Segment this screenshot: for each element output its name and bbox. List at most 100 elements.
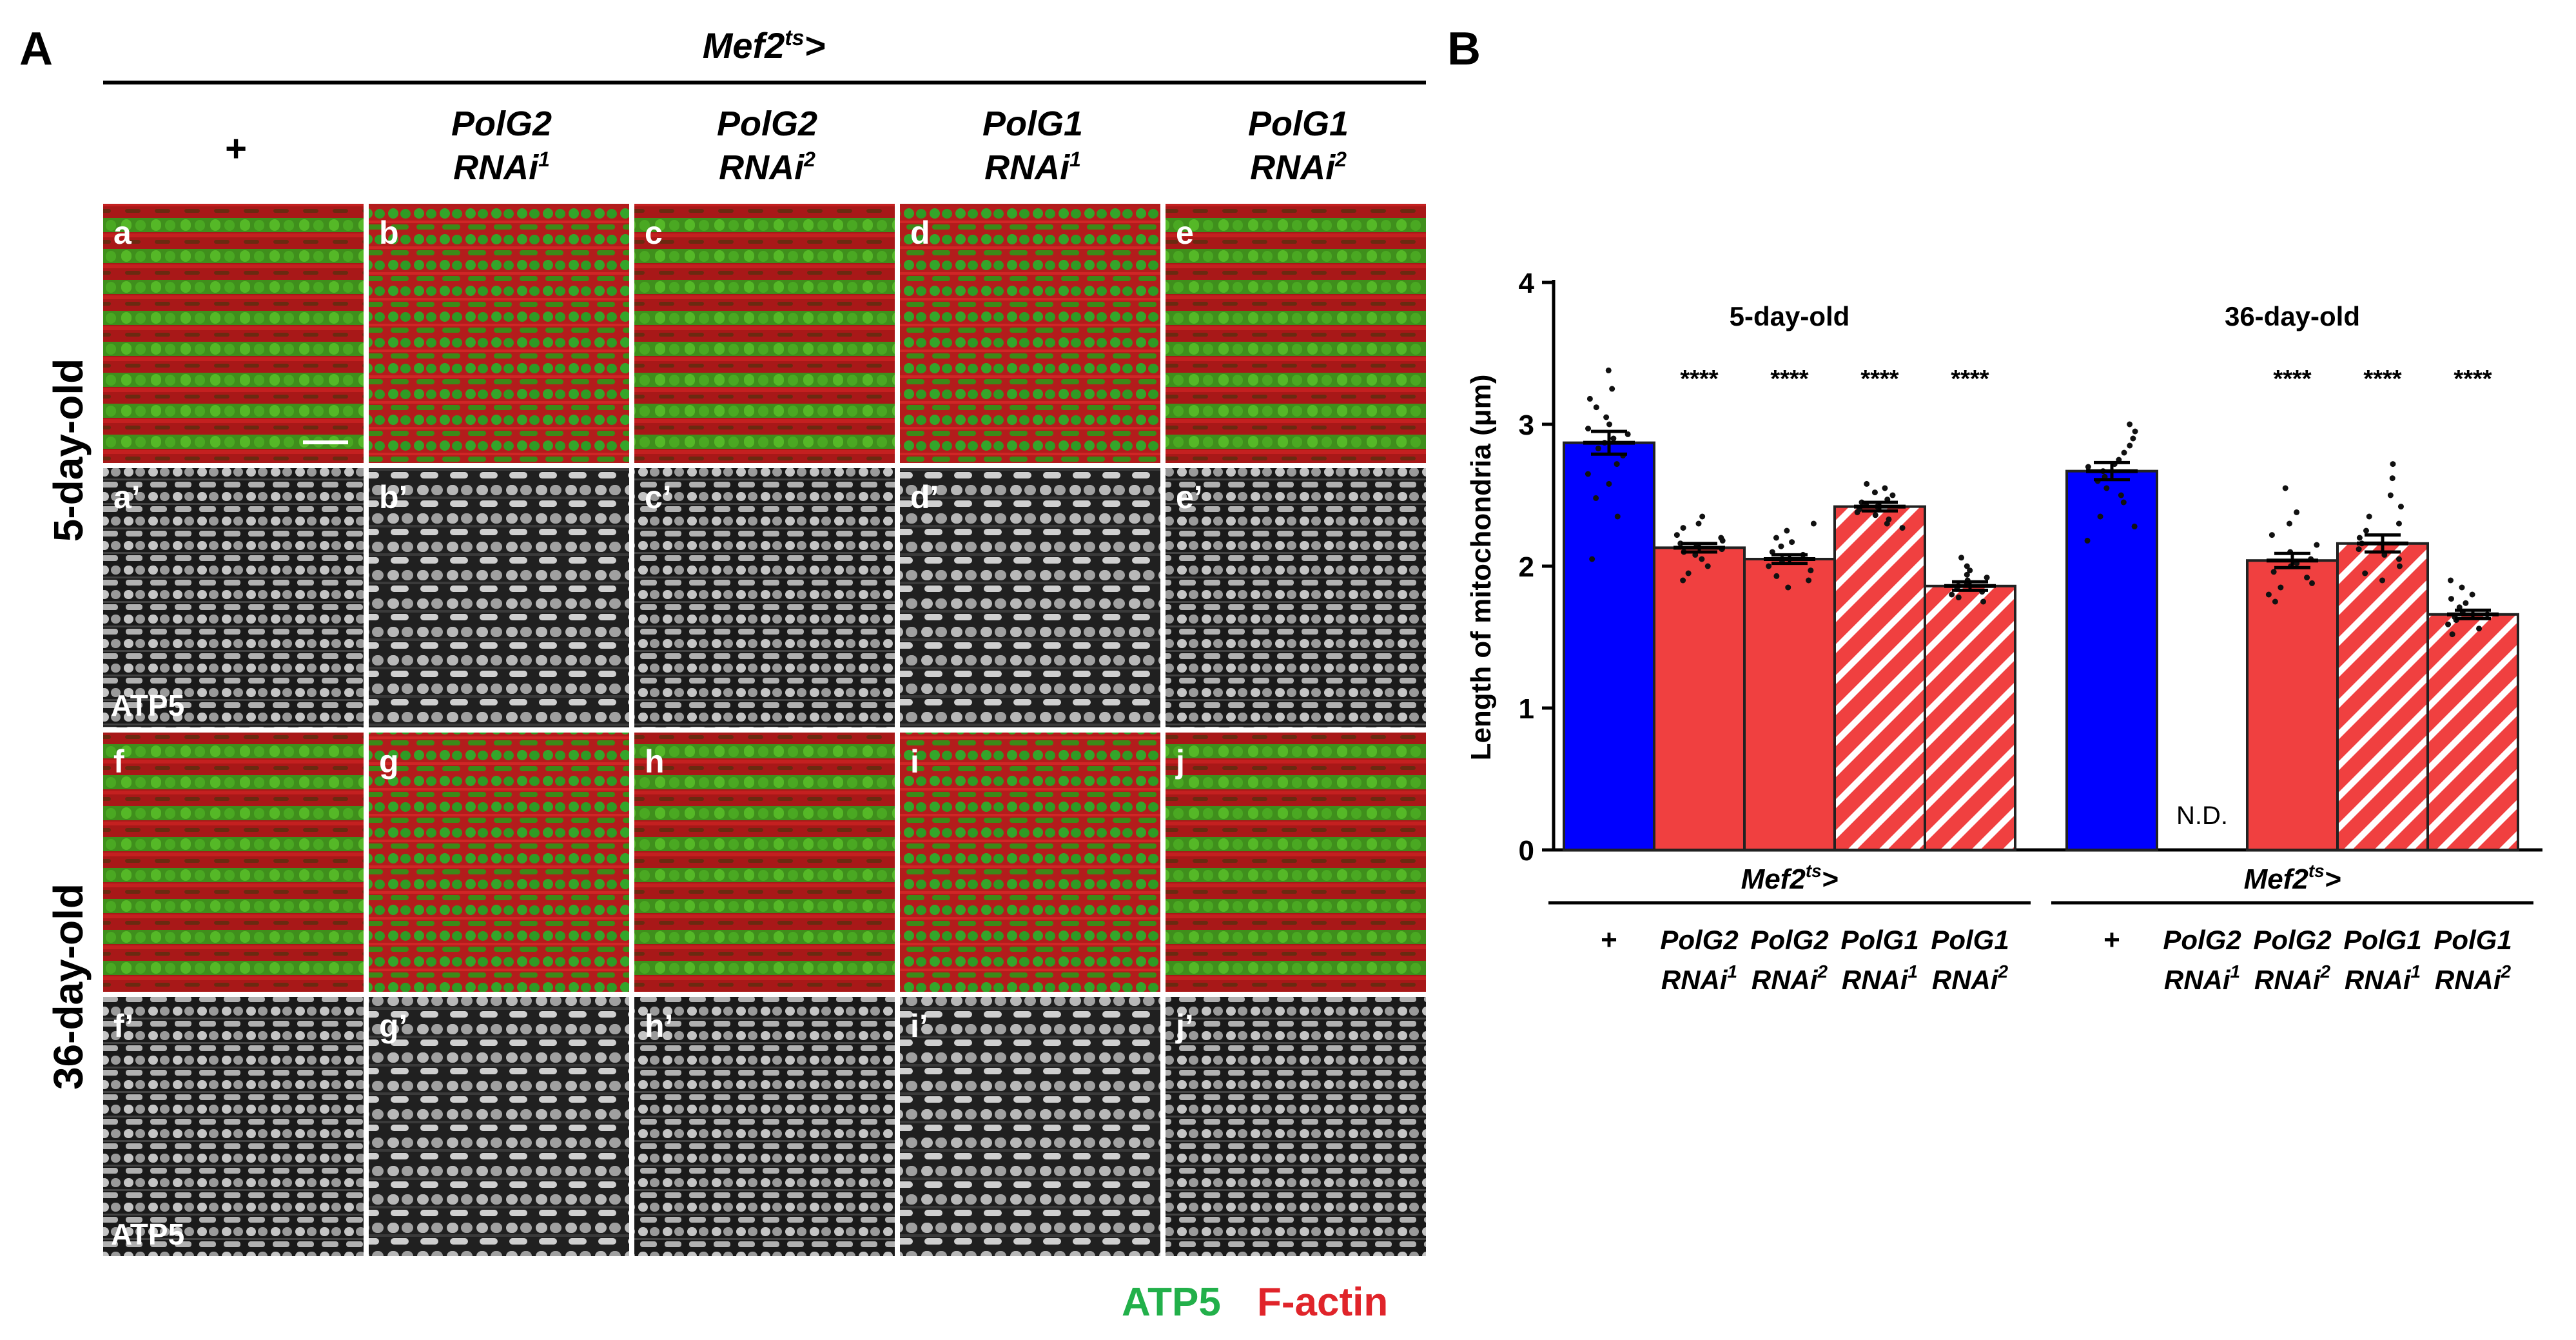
data-point (1808, 567, 1814, 574)
data-point (2356, 535, 2363, 541)
significance-marker: **** (1680, 366, 1718, 393)
x-category-gene: PolG2 (2253, 925, 2331, 955)
data-point (1695, 520, 1702, 527)
x-category-label: + (1601, 924, 1617, 956)
data-point (2387, 492, 2394, 498)
data-point (1610, 435, 1617, 442)
data-point (2362, 570, 2368, 576)
significance-marker: **** (1951, 366, 1989, 393)
data-point (2395, 556, 2402, 562)
column-header-rnai: RNAi1 (453, 148, 550, 187)
merge-micrograph (369, 733, 629, 992)
data-point (1593, 495, 1599, 501)
tile-label: d (910, 215, 930, 251)
data-point (1614, 461, 1620, 468)
data-point (1614, 513, 1621, 520)
data-point (1871, 489, 1878, 496)
bar (1833, 505, 1926, 851)
row-group-label-36-day: 36-day-old (45, 883, 92, 1090)
group-title: 5-day-old (1730, 301, 1850, 331)
data-point (1585, 471, 1591, 477)
data-point (1699, 513, 1706, 520)
data-point (2395, 520, 2402, 527)
column-headers: + PolG2 RNAi1 PolG2 RNAi2 PolG1 RNAi1 PolG1 RNAi… (225, 104, 1349, 187)
merge-micrograph (103, 733, 364, 992)
tile-label: g’ (379, 1008, 407, 1044)
x-category-rnai: RNAi1 (1661, 961, 1737, 995)
atp5-micrograph (1166, 997, 1426, 1256)
data-point (2356, 546, 2362, 553)
bar (2426, 613, 2519, 851)
data-point (1810, 520, 1817, 527)
image-grid: a b c d e a’ ATP5 b’ c’ d’ e’ f g h i j f’ ATP5 g’ h’ i’ j’ (103, 204, 1426, 1256)
tile-label: e (1176, 215, 1194, 251)
column-header-rnai: RNAi2 (719, 148, 815, 187)
data-point (2132, 428, 2138, 435)
x-category-rnai: RNAi2 (1751, 961, 1828, 995)
significance-marker: **** (2454, 366, 2492, 393)
data-point (1967, 567, 1973, 574)
data-point (2379, 577, 2386, 584)
data-point (1884, 520, 1890, 527)
tile-label: a (113, 215, 132, 251)
atp5-micrograph (103, 997, 364, 1256)
tile-label: d’ (910, 479, 939, 515)
channel-label-atp5: ATP5 (111, 1217, 184, 1251)
significance-marker: **** (1770, 366, 1808, 393)
data-point (2278, 584, 2284, 591)
merge-micrograph (1166, 733, 1426, 992)
data-point (1784, 527, 1790, 534)
bar-chart: 0 1 2 3 4 5-day-old + **** PolG2 RNAi1 **** PolG2 RN… (1519, 268, 2542, 995)
data-point (2131, 523, 2138, 529)
atp5-micrograph (369, 468, 629, 727)
data-point (1964, 563, 1970, 569)
data-point (2130, 435, 2136, 442)
data-point (2309, 580, 2316, 586)
data-point (1673, 532, 1680, 538)
bar (2336, 542, 2429, 851)
x-category-gene: PolG2 (1660, 925, 1738, 955)
data-point (2459, 584, 2465, 591)
x-category-rnai: RNAi1 (1842, 961, 1918, 995)
data-point (2366, 513, 2372, 520)
data-point (1680, 525, 1686, 531)
atp5-micrograph (103, 468, 364, 727)
data-point (1955, 594, 1962, 600)
y-tick-label: 2 (1519, 551, 1534, 583)
data-point (2120, 499, 2127, 506)
data-point (2282, 485, 2288, 491)
data-point (2103, 485, 2110, 491)
significance-marker: **** (2363, 366, 2401, 393)
data-point (2272, 598, 2278, 605)
merge-micrograph (103, 204, 364, 463)
data-point (1980, 598, 1987, 605)
legend-atp5: ATP5 (1122, 1280, 1221, 1325)
data-point (1606, 421, 1612, 428)
data-point (2269, 532, 2275, 538)
data-point (2127, 442, 2133, 449)
column-header-gene: PolG2 (717, 104, 817, 143)
data-point (1964, 571, 1970, 578)
column-header-gene: PolG2 (451, 104, 552, 143)
data-point (1789, 539, 1795, 546)
legend-f-actin: F-actin (1257, 1280, 1388, 1325)
tile-label: b’ (379, 479, 407, 515)
merge-micrograph (900, 204, 1160, 463)
y-tick-label: 1 (1519, 693, 1534, 725)
data-point (1586, 395, 1593, 402)
data-point (2448, 596, 2454, 602)
column-header-gene: PolG1 (982, 104, 1083, 143)
data-point (2286, 520, 2292, 527)
atp5-micrograph (900, 997, 1160, 1256)
panel-b-letter: B (1447, 23, 1481, 75)
significance-marker: **** (1860, 366, 1898, 393)
merge-micrograph (369, 204, 629, 463)
not-determined-label: N.D. (2176, 802, 2228, 830)
data-point (1773, 535, 1779, 541)
tile-label: i (910, 744, 919, 780)
data-point (1872, 512, 1878, 518)
tile-label: h (645, 744, 665, 780)
data-point (2463, 600, 2469, 606)
significance-marker: **** (2273, 366, 2311, 393)
atp5-micrograph (1166, 468, 1426, 727)
